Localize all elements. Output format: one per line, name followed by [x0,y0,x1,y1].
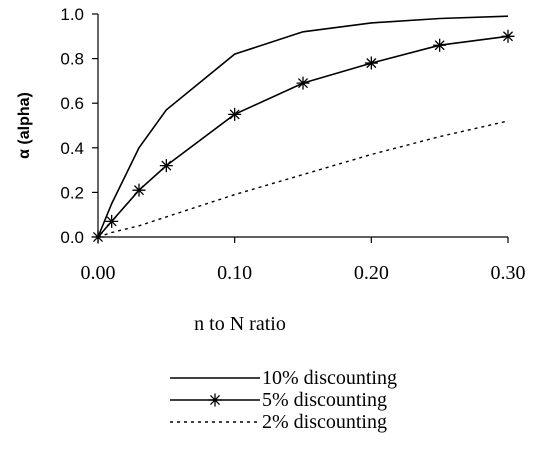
legend-label: 10% discounting [262,367,397,389]
x-axis-label: n to N ratio [194,313,286,335]
x-tick-label: 0.30 [491,262,526,284]
asterisk-marker [501,29,515,43]
y-tick-label: 0.2 [60,183,84,202]
series-3 [97,120,509,238]
asterisk-marker [159,159,173,173]
legend-item: 2% discounting [170,411,387,433]
series-2 [91,29,515,244]
series-layer [91,15,515,244]
y-tick-label: 0.0 [60,228,84,247]
asterisk-marker [228,107,242,121]
legend-item: 5% discounting [170,389,387,411]
series-line [97,120,509,238]
asterisk-marker [296,76,310,90]
series-line [97,35,509,238]
asterisk-marker [208,393,222,407]
series-line [97,15,509,238]
legend-label: 2% discounting [262,411,387,433]
x-tick-label: 0.10 [217,262,252,284]
y-axis-ticks: 0.0 0.2 0.4 0.6 0.8 1.0 [60,5,98,247]
y-tick-label: 1.0 [60,5,84,24]
asterisk-marker [364,56,378,70]
asterisk-marker [433,38,447,52]
legend-item: 10% discounting [170,367,397,389]
plot-area: 0.0 0.2 0.4 0.6 0.8 1.0 0.00 0.10 0.20 0.30 [60,5,525,284]
y-axis-label: α (alpha) [16,92,33,159]
asterisk-marker [105,214,119,228]
y-tick-label: 0.6 [60,94,84,113]
asterisk-marker [132,183,146,197]
legend-label: 5% discounting [262,389,387,411]
series-1 [97,15,509,238]
x-tick-label: 0.20 [354,262,389,284]
x-tick-label: 0.00 [81,262,116,284]
x-axis-ticks: 0.00 0.10 0.20 0.30 [81,237,526,284]
y-tick-label: 0.4 [60,139,84,158]
y-tick-label: 0.8 [60,50,84,69]
